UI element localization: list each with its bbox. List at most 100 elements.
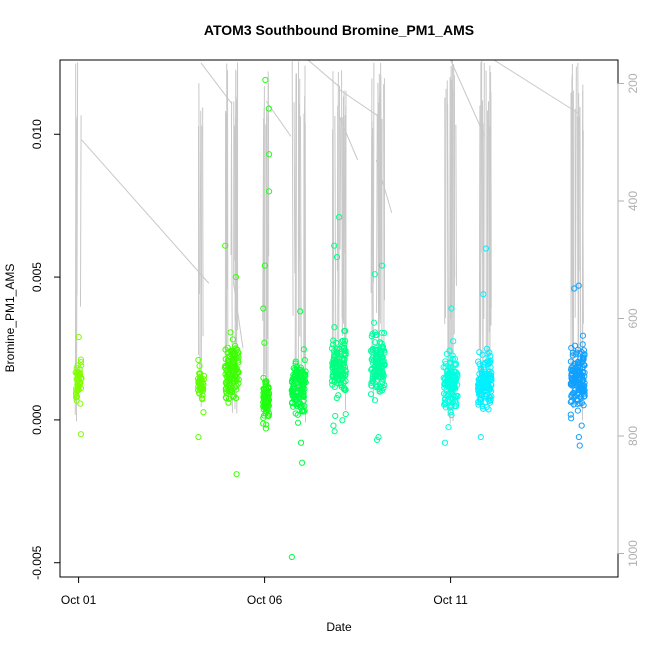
data-point	[478, 379, 485, 386]
data-point	[446, 372, 453, 379]
data-point	[341, 372, 349, 379]
data-point	[293, 379, 300, 386]
data-point	[486, 368, 493, 375]
data-point	[476, 389, 483, 396]
data-point	[442, 381, 449, 388]
data-point	[199, 392, 206, 399]
y-tick-label: -0.005	[30, 545, 44, 579]
data-point	[77, 431, 85, 438]
altitude-trace	[343, 98, 346, 255]
data-point	[479, 405, 487, 412]
altitude-trace	[341, 70, 343, 336]
data-point	[381, 381, 388, 389]
data-point	[376, 388, 383, 395]
data-point	[480, 361, 487, 368]
altitude-lines	[74, 59, 584, 424]
data-point	[574, 407, 581, 414]
altitude-trace	[334, 115, 337, 369]
data-point	[229, 336, 237, 343]
data-point	[568, 415, 575, 422]
data-point	[261, 396, 269, 403]
data-point	[442, 404, 449, 411]
altitude-trace	[262, 118, 265, 321]
data-point	[77, 356, 85, 363]
data-point	[341, 327, 348, 335]
data-point	[196, 362, 203, 369]
data-point	[301, 356, 308, 364]
data-point	[574, 360, 581, 367]
data-point	[378, 329, 386, 336]
data-point	[449, 386, 456, 393]
data-point	[574, 363, 581, 371]
altitude-trace	[337, 72, 339, 339]
data-point	[260, 420, 267, 427]
data-point	[379, 343, 386, 351]
data-point	[292, 360, 299, 367]
altitude-trace	[376, 114, 378, 313]
data-point	[486, 375, 494, 382]
data-point	[378, 373, 385, 380]
data-point	[445, 381, 452, 388]
data-point	[580, 347, 588, 354]
data-point	[373, 344, 380, 352]
altitude-trace	[338, 85, 341, 371]
data-point	[341, 340, 348, 348]
data-point	[581, 373, 588, 380]
data-point	[569, 390, 576, 397]
data-point	[449, 396, 456, 403]
data-point	[369, 330, 376, 338]
data-point	[572, 374, 579, 382]
data-point	[580, 383, 587, 390]
data-point	[485, 396, 492, 403]
data-point	[442, 358, 449, 365]
data-point	[233, 471, 240, 478]
data-point	[288, 553, 295, 561]
data-point	[578, 358, 585, 366]
altitude-trace	[447, 104, 450, 362]
data-point	[370, 319, 378, 326]
data-point	[370, 357, 377, 364]
data-point	[451, 403, 458, 410]
altitude-trace	[79, 115, 82, 307]
data-point	[334, 376, 341, 383]
data-point	[574, 397, 582, 404]
data-point	[297, 364, 305, 371]
data-point	[263, 405, 271, 412]
altitude-trace	[263, 85, 265, 404]
data-point	[441, 396, 448, 403]
data-point	[263, 421, 270, 428]
data-point	[452, 392, 460, 399]
data-point	[579, 341, 586, 348]
data-point	[446, 347, 453, 354]
data-point	[571, 285, 578, 292]
data-point	[443, 379, 451, 387]
data-point	[299, 384, 306, 391]
data-point	[441, 384, 448, 391]
x-tick-label: Oct 11	[433, 593, 468, 607]
data-point	[580, 386, 587, 394]
data-point	[294, 419, 302, 426]
data-point	[571, 342, 579, 349]
data-point	[487, 357, 494, 364]
x-axis: Oct 01 Oct 06 Oct 11	[61, 576, 468, 607]
data-point	[333, 339, 340, 346]
data-point	[294, 367, 301, 375]
data-point	[299, 459, 306, 466]
data-point	[77, 400, 84, 407]
data-point	[373, 353, 380, 361]
data-point	[262, 379, 270, 386]
data-point	[479, 402, 486, 410]
data-point	[291, 371, 299, 379]
data-point	[232, 373, 239, 380]
data-point	[374, 352, 381, 360]
data-point	[332, 412, 339, 420]
data-point	[380, 347, 388, 354]
data-point	[224, 384, 231, 391]
data-point	[266, 151, 273, 158]
data-point	[260, 305, 267, 312]
data-point	[372, 366, 379, 373]
altitude-trace	[450, 79, 453, 320]
data-point	[484, 350, 491, 358]
altitude-trace	[487, 101, 490, 367]
data-point	[340, 345, 348, 352]
